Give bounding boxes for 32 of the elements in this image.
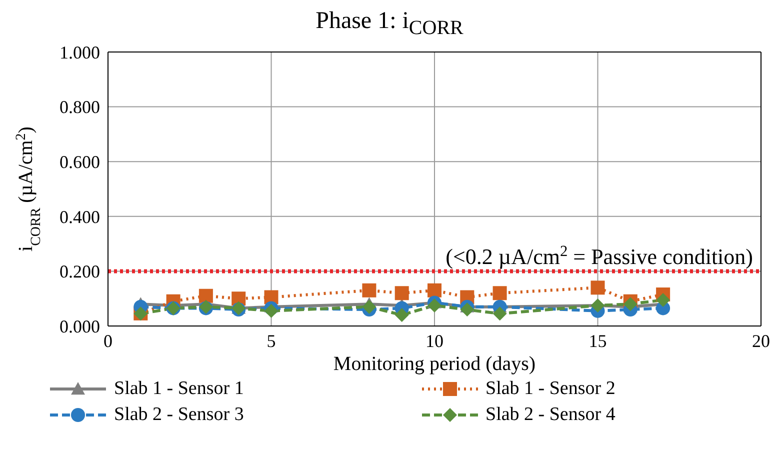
- legend-label: Slab 2 - Sensor 4: [486, 404, 616, 426]
- point: [362, 283, 376, 298]
- y-tick-label: 0.400: [60, 206, 100, 227]
- y-tick-label: 0.200: [60, 262, 100, 282]
- chart-title: Phase 1: i$_{CORR}$: [314, 8, 464, 41]
- y-tick-label: 0.600: [60, 152, 100, 172]
- y-tick-label: 0.800: [60, 97, 100, 118]
- point: [394, 308, 409, 322]
- x-tick-label: 10: [426, 330, 444, 351]
- point: [656, 292, 670, 307]
- x-tick-label: 20: [752, 330, 770, 351]
- y-tick-label: 0.000: [60, 316, 100, 336]
- point: [428, 298, 442, 312]
- x-tick-label: 0: [104, 330, 112, 351]
- legend-label: Slab 1 - Sensor 1: [114, 378, 244, 400]
- x-tick-label: 15: [588, 330, 607, 351]
- point: [590, 280, 605, 295]
- x-tick-label: 5: [266, 330, 276, 351]
- point: [492, 306, 507, 321]
- legend-label: Slab 1 - Sensor 2: [486, 378, 616, 400]
- x-axis-title: Monitoring period (days): [333, 353, 536, 375]
- point: [362, 300, 376, 314]
- point: [264, 304, 278, 318]
- legend-label: Slab 2 - Sensor 3: [114, 404, 244, 426]
- point: [492, 286, 507, 300]
- point: [428, 283, 442, 298]
- point: [198, 288, 213, 303]
- point: [394, 286, 409, 300]
- annotation: (<0.2 µA/cm$^{2}$ = Passive condition): [446, 242, 753, 269]
- y-tick-label: 1.000: [60, 42, 100, 62]
- point: [460, 302, 474, 317]
- point: [623, 297, 638, 312]
